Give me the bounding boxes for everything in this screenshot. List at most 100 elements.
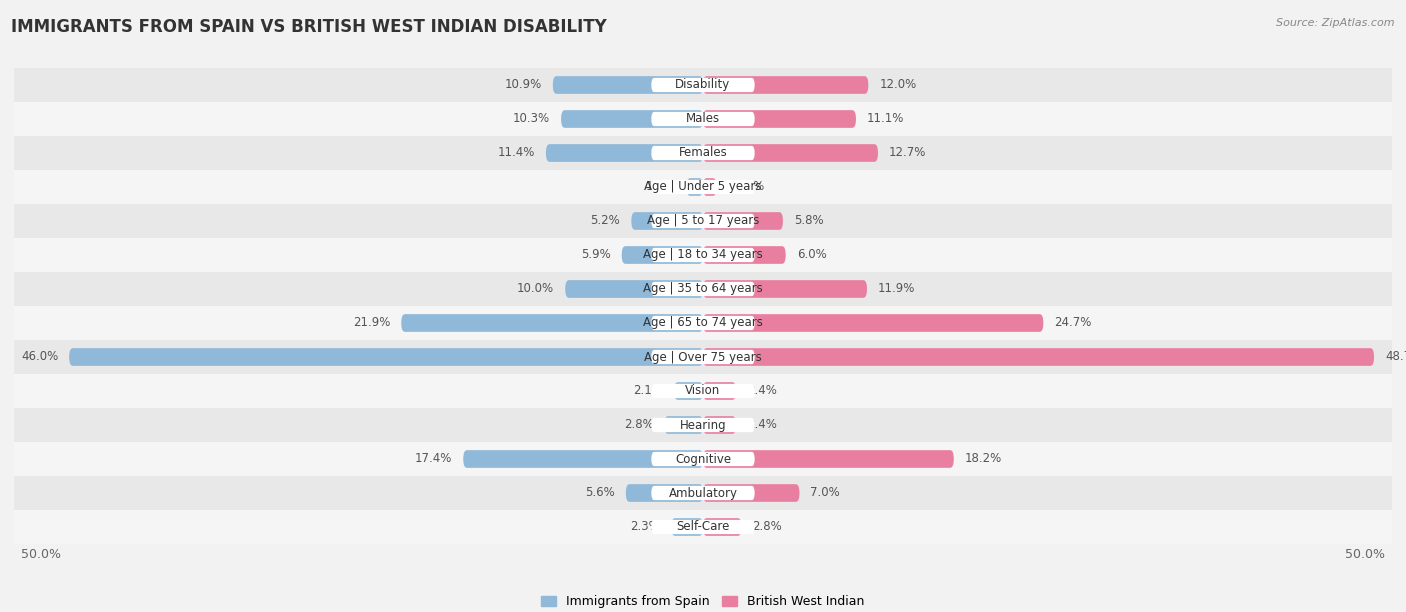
Text: 5.8%: 5.8%: [794, 214, 824, 228]
FancyBboxPatch shape: [553, 76, 703, 94]
FancyBboxPatch shape: [703, 382, 737, 400]
Text: Cognitive: Cognitive: [675, 452, 731, 466]
FancyBboxPatch shape: [463, 450, 703, 468]
Text: 46.0%: 46.0%: [21, 351, 58, 364]
Text: 2.8%: 2.8%: [624, 419, 654, 431]
Text: 10.9%: 10.9%: [505, 78, 541, 92]
FancyBboxPatch shape: [651, 486, 755, 500]
Text: Age | 18 to 34 years: Age | 18 to 34 years: [643, 248, 763, 261]
FancyBboxPatch shape: [665, 416, 703, 434]
FancyBboxPatch shape: [14, 510, 1392, 544]
FancyBboxPatch shape: [651, 520, 755, 534]
Text: 2.3%: 2.3%: [630, 520, 661, 534]
FancyBboxPatch shape: [703, 212, 783, 230]
Text: 7.0%: 7.0%: [810, 487, 841, 499]
FancyBboxPatch shape: [621, 246, 703, 264]
FancyBboxPatch shape: [686, 178, 703, 196]
FancyBboxPatch shape: [14, 136, 1392, 170]
Text: 6.0%: 6.0%: [797, 248, 827, 261]
FancyBboxPatch shape: [14, 442, 1392, 476]
Text: 5.9%: 5.9%: [581, 248, 610, 261]
FancyBboxPatch shape: [14, 68, 1392, 102]
Text: Females: Females: [679, 146, 727, 160]
Text: 11.4%: 11.4%: [498, 146, 534, 160]
Text: 48.7%: 48.7%: [1385, 351, 1406, 364]
Text: 12.7%: 12.7%: [889, 146, 927, 160]
FancyBboxPatch shape: [651, 418, 755, 432]
FancyBboxPatch shape: [651, 350, 755, 364]
FancyBboxPatch shape: [703, 178, 717, 196]
FancyBboxPatch shape: [703, 518, 741, 536]
Text: 2.8%: 2.8%: [752, 520, 782, 534]
Text: 17.4%: 17.4%: [415, 452, 453, 466]
Text: 5.6%: 5.6%: [585, 487, 614, 499]
Text: 2.4%: 2.4%: [747, 384, 778, 398]
Text: Age | Over 75 years: Age | Over 75 years: [644, 351, 762, 364]
Text: 12.0%: 12.0%: [879, 78, 917, 92]
FancyBboxPatch shape: [14, 170, 1392, 204]
FancyBboxPatch shape: [14, 340, 1392, 374]
Text: Self-Care: Self-Care: [676, 520, 730, 534]
FancyBboxPatch shape: [651, 78, 755, 92]
FancyBboxPatch shape: [561, 110, 703, 128]
Text: 0.99%: 0.99%: [728, 181, 765, 193]
FancyBboxPatch shape: [69, 348, 703, 366]
FancyBboxPatch shape: [651, 146, 755, 160]
FancyBboxPatch shape: [14, 102, 1392, 136]
FancyBboxPatch shape: [703, 76, 869, 94]
Text: 50.0%: 50.0%: [1346, 548, 1385, 561]
FancyBboxPatch shape: [703, 416, 737, 434]
FancyBboxPatch shape: [703, 484, 800, 502]
Text: Ambulatory: Ambulatory: [668, 487, 738, 499]
FancyBboxPatch shape: [631, 212, 703, 230]
FancyBboxPatch shape: [651, 316, 755, 330]
FancyBboxPatch shape: [14, 408, 1392, 442]
FancyBboxPatch shape: [14, 238, 1392, 272]
FancyBboxPatch shape: [673, 382, 703, 400]
Text: 21.9%: 21.9%: [353, 316, 391, 329]
Text: Hearing: Hearing: [679, 419, 727, 431]
Text: 10.0%: 10.0%: [517, 283, 554, 296]
Text: Vision: Vision: [685, 384, 721, 398]
Text: 11.1%: 11.1%: [868, 113, 904, 125]
FancyBboxPatch shape: [401, 314, 703, 332]
Text: 10.3%: 10.3%: [513, 113, 550, 125]
FancyBboxPatch shape: [14, 374, 1392, 408]
Text: IMMIGRANTS FROM SPAIN VS BRITISH WEST INDIAN DISABILITY: IMMIGRANTS FROM SPAIN VS BRITISH WEST IN…: [11, 18, 607, 36]
Text: 2.1%: 2.1%: [633, 384, 664, 398]
FancyBboxPatch shape: [14, 306, 1392, 340]
FancyBboxPatch shape: [703, 144, 877, 162]
Text: Disability: Disability: [675, 78, 731, 92]
Text: 1.2%: 1.2%: [645, 181, 675, 193]
FancyBboxPatch shape: [651, 282, 755, 296]
FancyBboxPatch shape: [626, 484, 703, 502]
FancyBboxPatch shape: [703, 348, 1374, 366]
Text: Age | 65 to 74 years: Age | 65 to 74 years: [643, 316, 763, 329]
Text: 24.7%: 24.7%: [1054, 316, 1091, 329]
Text: Males: Males: [686, 113, 720, 125]
Text: Age | Under 5 years: Age | Under 5 years: [644, 181, 762, 193]
Text: 5.2%: 5.2%: [591, 214, 620, 228]
FancyBboxPatch shape: [651, 214, 755, 228]
Text: 2.4%: 2.4%: [747, 419, 778, 431]
FancyBboxPatch shape: [546, 144, 703, 162]
FancyBboxPatch shape: [651, 384, 755, 398]
Text: Age | 5 to 17 years: Age | 5 to 17 years: [647, 214, 759, 228]
Text: 50.0%: 50.0%: [21, 548, 60, 561]
FancyBboxPatch shape: [703, 246, 786, 264]
Text: 18.2%: 18.2%: [965, 452, 1002, 466]
Text: Source: ZipAtlas.com: Source: ZipAtlas.com: [1277, 18, 1395, 28]
FancyBboxPatch shape: [651, 180, 755, 194]
Text: Age | 35 to 64 years: Age | 35 to 64 years: [643, 283, 763, 296]
FancyBboxPatch shape: [651, 112, 755, 126]
FancyBboxPatch shape: [703, 450, 953, 468]
FancyBboxPatch shape: [703, 280, 868, 298]
Legend: Immigrants from Spain, British West Indian: Immigrants from Spain, British West Indi…: [536, 590, 870, 612]
FancyBboxPatch shape: [703, 314, 1043, 332]
FancyBboxPatch shape: [703, 110, 856, 128]
FancyBboxPatch shape: [565, 280, 703, 298]
FancyBboxPatch shape: [14, 204, 1392, 238]
FancyBboxPatch shape: [671, 518, 703, 536]
Text: 11.9%: 11.9%: [877, 283, 915, 296]
FancyBboxPatch shape: [14, 476, 1392, 510]
